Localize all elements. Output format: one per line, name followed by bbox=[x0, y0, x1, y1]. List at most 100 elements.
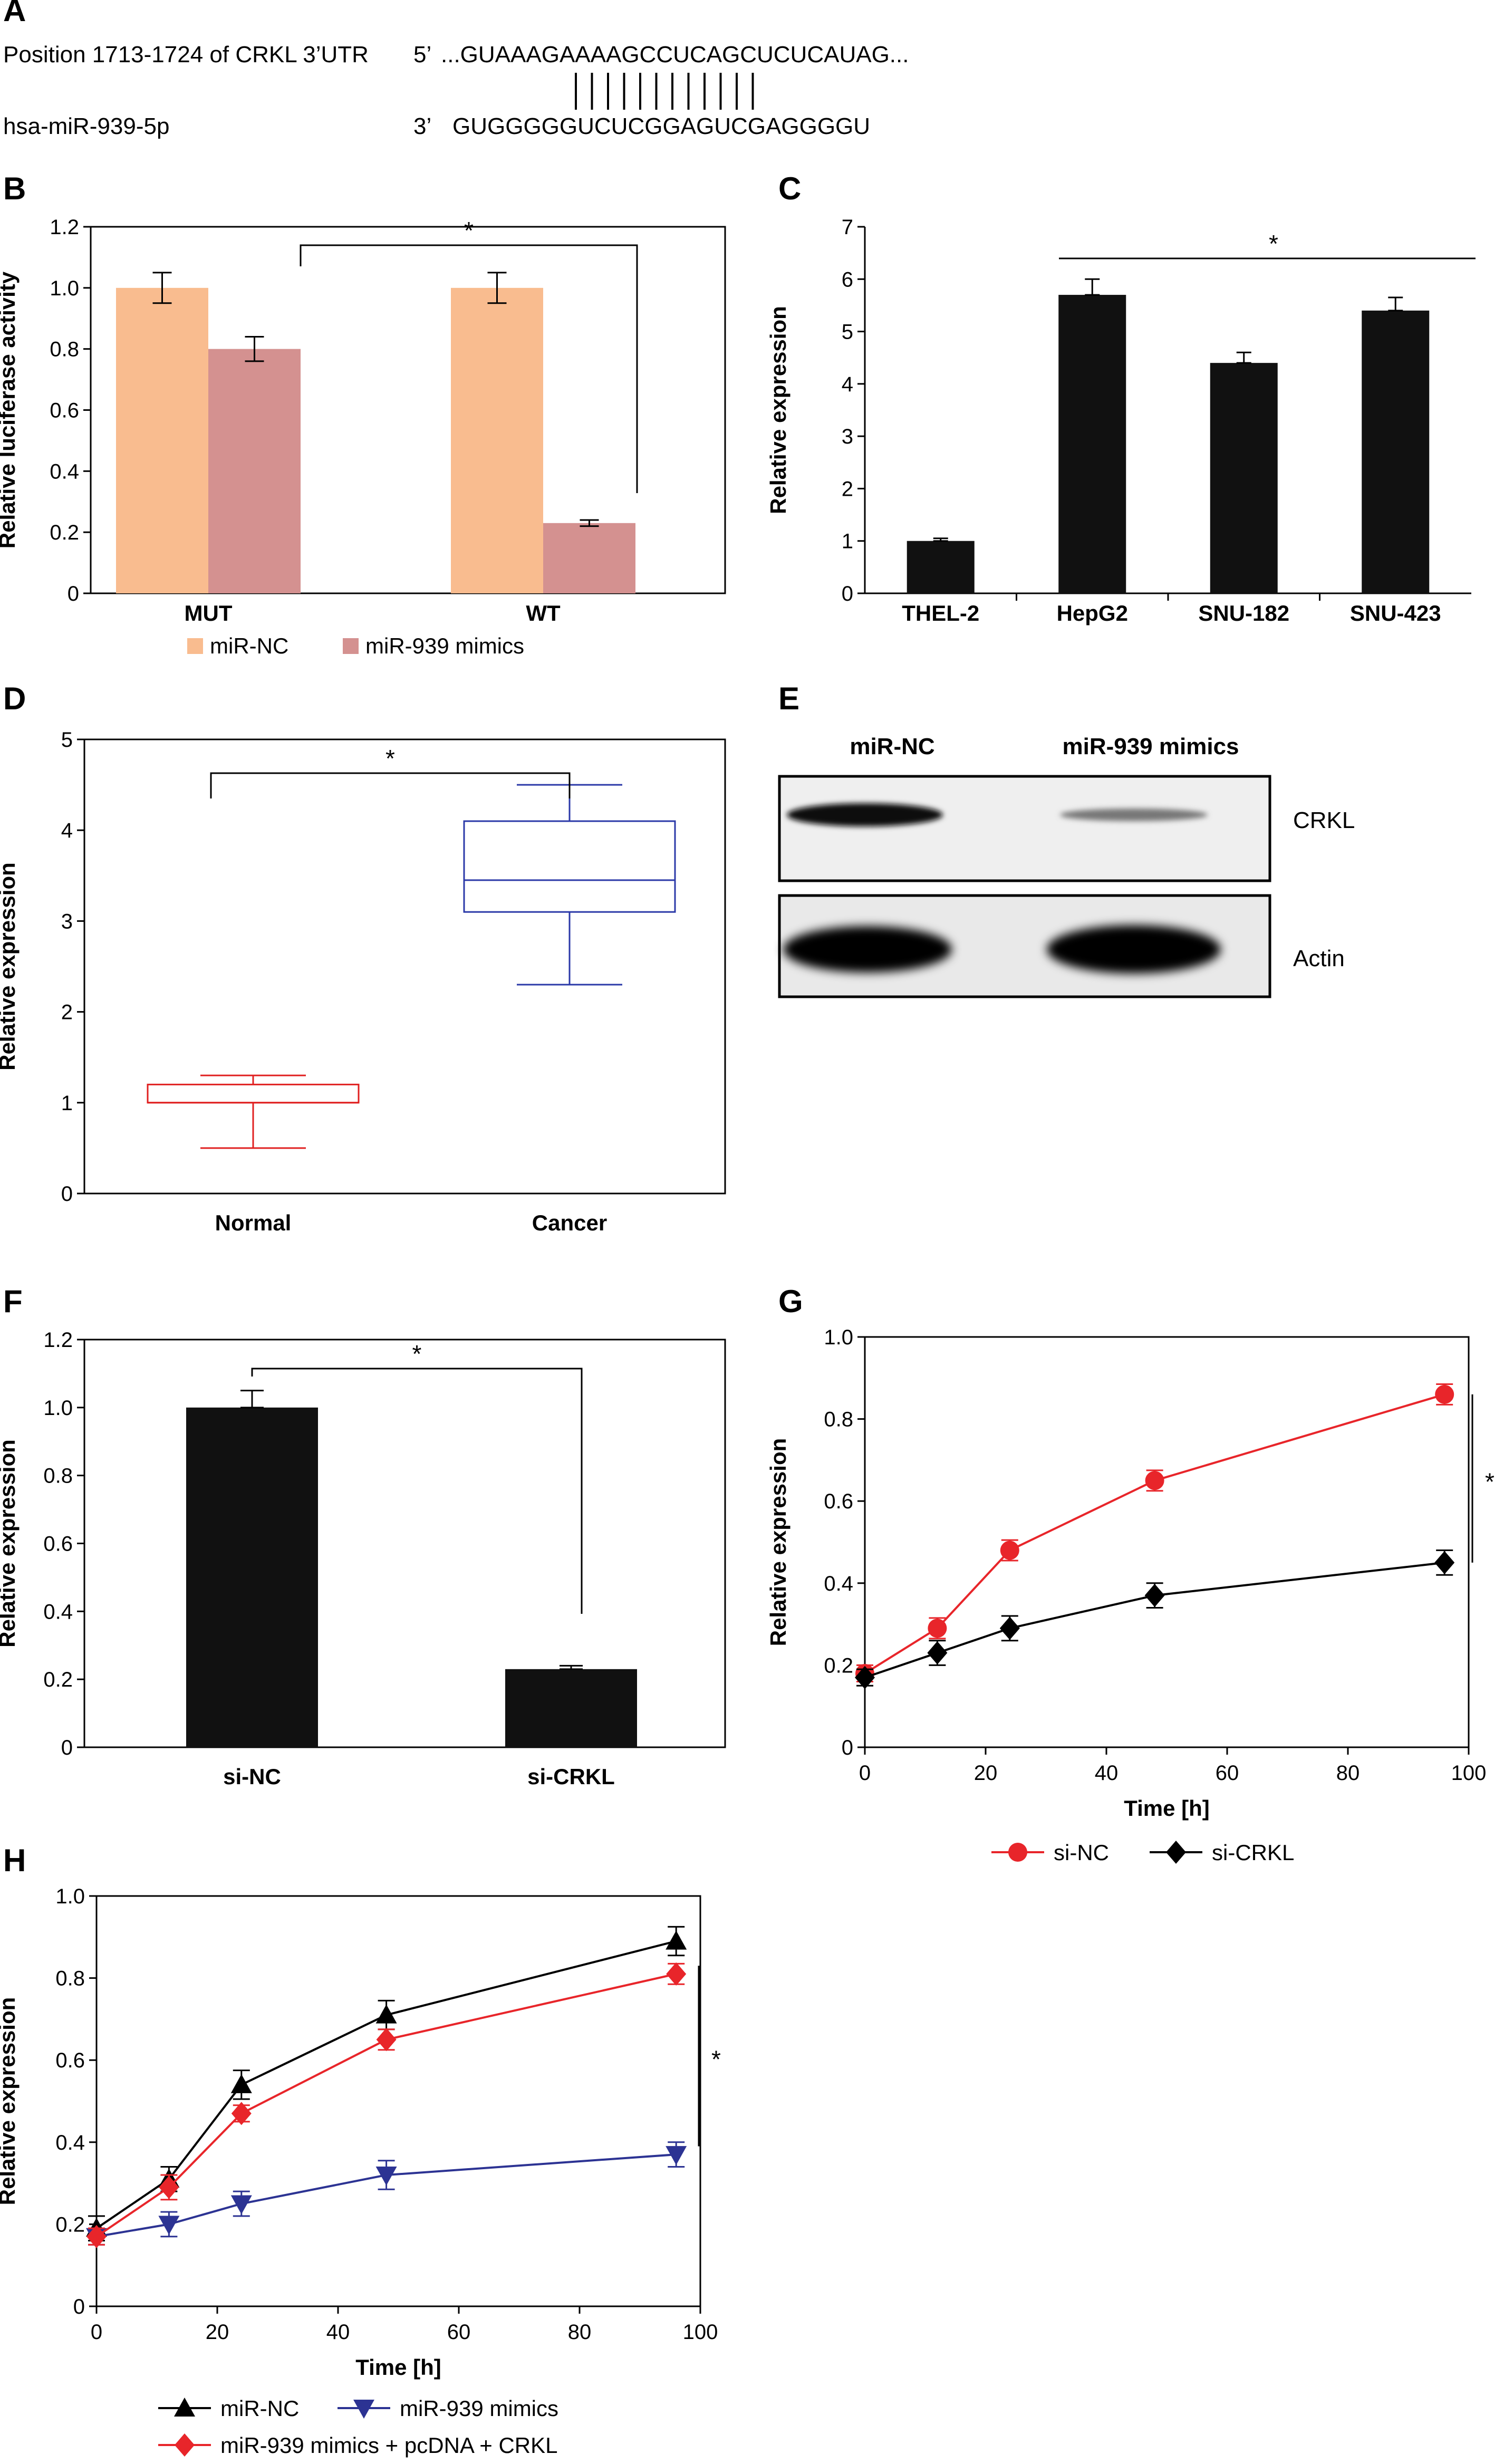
panel-h-y-tick-label: 0.2 bbox=[55, 2213, 85, 2236]
panel-b-significance-bracket bbox=[300, 244, 638, 493]
panel-b-legend-swatch bbox=[343, 638, 359, 654]
panel-g-y-axis-title: Relative expression bbox=[766, 1438, 790, 1647]
panel-g-chart: 0 0.2 0.4 0.6 0.8 1.0 Relative expression 0 20 40… bbox=[766, 1326, 1495, 1865]
actin-band-name: Actin bbox=[1293, 946, 1345, 971]
panel-c-bar bbox=[1058, 295, 1126, 593]
panel-d-significance-star: * bbox=[385, 745, 395, 772]
panel-g-data-point bbox=[1434, 1551, 1455, 1574]
three-prime-end: 3’ bbox=[413, 113, 431, 139]
panel-g-x-tick-label: 0 bbox=[859, 1762, 871, 1785]
panel-h-x-tick-label: 100 bbox=[683, 2321, 718, 2344]
crkl-utr-sequence: ...GUAAAGAAAAGCCUCAGCUCUCAUAG... bbox=[441, 42, 909, 68]
panel-h-data-point bbox=[375, 2167, 397, 2186]
panel-f-y-tick-label: 0 bbox=[61, 1736, 73, 1759]
panel-g-x-tick-label: 20 bbox=[974, 1762, 998, 1785]
panel-c-y-tick-label: 5 bbox=[842, 321, 853, 344]
panel-h-legend-label: miR-939 mimics bbox=[400, 2396, 558, 2421]
panel-c-category-label: SNU-423 bbox=[1350, 601, 1441, 625]
panel-g-series-line bbox=[864, 1561, 1445, 1679]
panel-h-x-axis-title: Time [h] bbox=[355, 2355, 441, 2380]
panel-f-category-label: si-CRKL bbox=[527, 1764, 615, 1789]
panel-d-category-label: Cancer bbox=[532, 1210, 607, 1235]
panel-e-western-blot: miR-NC miR-939 mimics CRKL Actin bbox=[778, 734, 1355, 998]
panel-b-legend-swatch bbox=[187, 638, 203, 654]
crkl-band-name: CRKL bbox=[1293, 807, 1355, 833]
panel-h-legend-marker bbox=[174, 2398, 195, 2417]
panel-g-data-point bbox=[999, 1616, 1020, 1640]
panel-g-legend-marker bbox=[1008, 1843, 1027, 1862]
panel-g-y-tick-label: 0.4 bbox=[824, 1572, 853, 1595]
panel-d-y-tick-label: 5 bbox=[61, 728, 73, 752]
panel-d-label: D bbox=[3, 681, 26, 716]
charts-layer: 0 0.2 0.4 0.6 0.8 1.0 1.2 Relative luciferase a… bbox=[0, 216, 1495, 2458]
panel-g-data-point bbox=[1145, 1471, 1164, 1490]
crkl-position-label: Position 1713-1724 of CRKL 3’UTR bbox=[3, 42, 369, 68]
panel-g-legend-marker bbox=[1166, 1841, 1186, 1864]
mirna-sequence: GUGGGGGUCUCGGAGUCGAGGGGU bbox=[452, 113, 870, 139]
panel-d-box bbox=[147, 1083, 360, 1104]
panel-a-label: A bbox=[3, 0, 26, 28]
panel-b-y-axis-title: Relative luciferase activity bbox=[0, 271, 20, 548]
panel-b-y-tick-label: 1.0 bbox=[50, 277, 79, 300]
panel-g-x-tick-label: 60 bbox=[1216, 1762, 1239, 1785]
panel-d-y-tick-label: 1 bbox=[61, 1092, 73, 1115]
panel-f-y-axis-title: Relative expression bbox=[0, 1439, 20, 1648]
panel-g-data-point bbox=[855, 1666, 875, 1689]
panel-g-data-point bbox=[927, 1641, 948, 1665]
panel-b-category-label: MUT bbox=[185, 601, 233, 625]
panel-f-y-tick-label: 0.2 bbox=[43, 1668, 73, 1691]
panel-b-bar bbox=[208, 349, 301, 593]
panel-a: A Position 1713-1724 of CRKL 3’UTR 5’ ..… bbox=[3, 0, 909, 139]
panel-g-x-tick-label: 80 bbox=[1336, 1762, 1360, 1785]
panel-d-plot-frame bbox=[83, 738, 726, 1195]
panel-h-y-tick-label: 0.4 bbox=[55, 2131, 85, 2154]
panel-h-y-tick-label: 0.6 bbox=[55, 2049, 85, 2072]
panel-b-bar bbox=[543, 523, 635, 593]
panel-f-category-label: si-NC bbox=[223, 1764, 281, 1789]
lane-label-mir-nc: miR-NC bbox=[850, 734, 934, 759]
panel-b-y-tick-label: 0.8 bbox=[50, 338, 79, 361]
panel-h-x-tick-label: 40 bbox=[326, 2321, 350, 2344]
panel-h-legend-marker bbox=[175, 2433, 195, 2457]
panel-b-y-tick-label: 0.4 bbox=[50, 460, 79, 483]
panel-b-bar bbox=[451, 287, 543, 593]
panel-b-y-tick-label: 1.2 bbox=[50, 216, 79, 239]
panel-h-x-tick-label: 60 bbox=[447, 2321, 471, 2344]
panel-h-data-point bbox=[230, 2195, 252, 2215]
panel-h-plot-frame bbox=[95, 1895, 701, 2307]
panel-b-legend-label: miR-NC bbox=[210, 633, 288, 658]
panel-c-bar bbox=[907, 541, 975, 593]
panel-f-bar bbox=[505, 1669, 637, 1747]
actin-band-mir-939 bbox=[1047, 925, 1221, 974]
panel-h-significance-star: * bbox=[711, 2045, 721, 2073]
panel-g-x-tick-label: 40 bbox=[1095, 1762, 1119, 1785]
panel-c-chart: 0 1 2 3 4 5 6 7 Relative expression THEL-2 HepG2 SN… bbox=[766, 216, 1476, 625]
panel-g-significance-star: * bbox=[1485, 1468, 1495, 1495]
panel-h-legend-label: miR-NC bbox=[220, 2396, 299, 2421]
panel-d-category-label: Normal bbox=[215, 1210, 292, 1235]
panel-h-data-point bbox=[159, 2176, 179, 2199]
panel-c-bar bbox=[1210, 363, 1278, 593]
panel-b-label: B bbox=[3, 171, 26, 206]
actin-band-mir-nc bbox=[783, 926, 952, 973]
panel-d-y-axis-title: Relative expression bbox=[0, 862, 20, 1071]
panel-d-chart: 0 1 2 3 4 5 Relative expression Normal Cancer * bbox=[0, 728, 726, 1235]
panel-g-series-line bbox=[864, 1393, 1445, 1674]
panel-h-data-point bbox=[86, 2225, 107, 2248]
panel-c-y-tick-label: 4 bbox=[842, 373, 853, 396]
panel-f-y-tick-label: 1.0 bbox=[43, 1397, 73, 1420]
panel-b-y-tick-label: 0.2 bbox=[50, 521, 79, 544]
panel-c-y-tick-label: 0 bbox=[842, 582, 853, 605]
panel-c-y-tick-label: 3 bbox=[842, 425, 853, 448]
panel-h-chart: 0 0.2 0.4 0.6 0.8 1.0 Relative expression 0 20 40… bbox=[0, 1885, 721, 2458]
panel-f-significance-bracket bbox=[251, 1368, 583, 1614]
panel-h-data-point bbox=[230, 2074, 252, 2093]
panel-g-data-point bbox=[1000, 1541, 1019, 1560]
panel-g-y-tick-label: 0.8 bbox=[824, 1408, 853, 1431]
crkl-band-mir-939 bbox=[1060, 808, 1208, 821]
panel-g-data-point bbox=[928, 1619, 947, 1638]
panel-g-data-point bbox=[1144, 1584, 1165, 1608]
panel-h-x-tick-label: 80 bbox=[568, 2321, 592, 2344]
panel-h-data-point bbox=[158, 2216, 180, 2235]
